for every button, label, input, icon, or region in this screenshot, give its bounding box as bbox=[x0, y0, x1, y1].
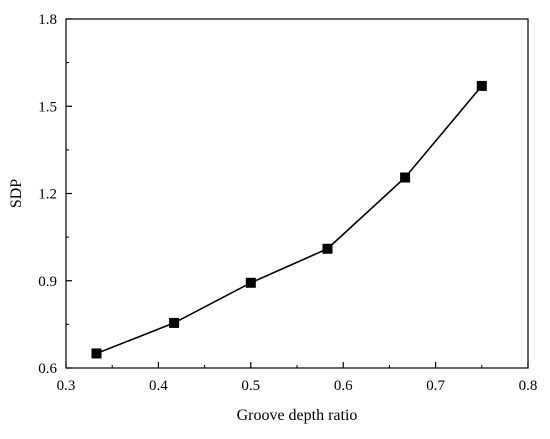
x-tick-label: 0.3 bbox=[57, 378, 76, 394]
x-tick-label: 0.6 bbox=[334, 378, 353, 394]
y-axis-title: SDP bbox=[8, 179, 25, 208]
series-line bbox=[96, 85, 483, 355]
x-tick-label: 0.4 bbox=[149, 378, 168, 394]
data-point bbox=[91, 348, 102, 359]
x-axis-title: Groove depth ratio bbox=[237, 407, 358, 424]
y-tick-label: 1.5 bbox=[38, 99, 57, 115]
y-tick-label: 1.2 bbox=[38, 187, 57, 203]
data-point bbox=[169, 317, 180, 328]
y-tick-label: 0.9 bbox=[38, 274, 57, 290]
series-layer bbox=[91, 80, 487, 359]
data-point bbox=[400, 172, 411, 183]
data-point bbox=[245, 277, 256, 288]
y-tick-label: 0.6 bbox=[38, 361, 57, 377]
x-tick-label: 0.5 bbox=[241, 378, 260, 394]
y-axis-ticks: 0.6 0.9 1.2 1.5 1.8 bbox=[38, 12, 72, 377]
data-point bbox=[476, 80, 487, 91]
plot-frame bbox=[65, 18, 529, 369]
data-point bbox=[322, 243, 333, 254]
x-tick-label: 0.8 bbox=[519, 378, 538, 394]
x-tick-label: 0.7 bbox=[426, 378, 445, 394]
x-axis-ticks: 0.3 0.4 0.5 0.6 0.7 0.8 bbox=[57, 362, 538, 394]
y-tick-label: 1.8 bbox=[38, 12, 57, 28]
